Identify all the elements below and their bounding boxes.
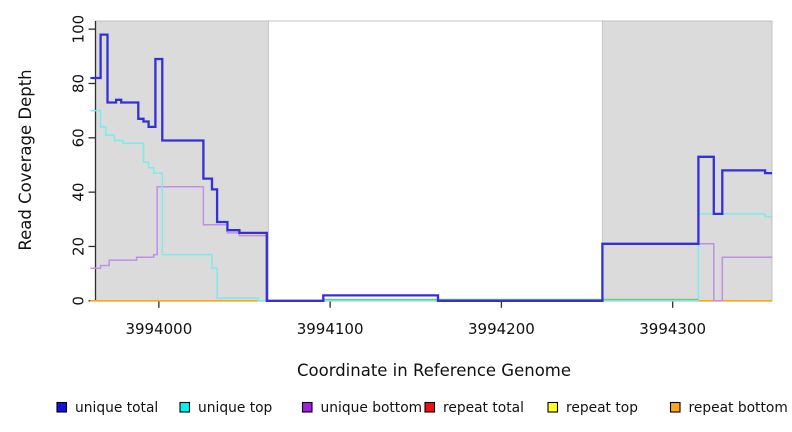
legend-label-repeat-total: repeat total bbox=[443, 400, 524, 416]
legend-item-unique-total: unique total bbox=[56, 400, 158, 416]
y-tick-label: 60 bbox=[70, 128, 88, 147]
x-axis-title: Coordinate in Reference Genome bbox=[297, 361, 571, 380]
x-tick-label: 3994100 bbox=[297, 320, 364, 338]
legend-label-unique-top: unique top bbox=[198, 400, 272, 416]
legend-item-repeat-top: repeat top bbox=[547, 400, 638, 416]
legend-item-unique-top: unique top bbox=[179, 400, 272, 416]
legend-label-repeat-bottom: repeat bottom bbox=[689, 400, 788, 416]
y-tick-label: 80 bbox=[70, 74, 88, 93]
legend-swatch-unique-bottom bbox=[301, 401, 313, 413]
x-tick-label: 3994300 bbox=[639, 320, 706, 338]
legend-label-repeat-top: repeat top bbox=[566, 400, 638, 416]
legend-label-unique-bottom: unique bottom bbox=[321, 400, 423, 416]
legend-swatch-unique-top bbox=[179, 401, 191, 413]
legend-label-unique-total: unique total bbox=[75, 400, 158, 416]
y-axis-title: Read Coverage Depth bbox=[16, 69, 35, 250]
masked-region bbox=[95, 20, 269, 302]
legend-item-repeat-bottom: repeat bottom bbox=[669, 400, 788, 416]
legend-item-repeat-total: repeat total bbox=[424, 400, 524, 416]
legend-swatch-repeat-bottom bbox=[669, 401, 681, 413]
y-tick-label: 40 bbox=[70, 183, 88, 202]
legend-item-unique-bottom: unique bottom bbox=[301, 400, 423, 416]
x-tick-label: 3994000 bbox=[125, 320, 192, 338]
y-tick-label: 100 bbox=[70, 15, 88, 44]
legend-swatch-repeat-total bbox=[424, 401, 436, 413]
x-tick-label: 3994200 bbox=[468, 320, 535, 338]
series-line-unique-total bbox=[90, 33, 772, 302]
masked-region bbox=[601, 20, 773, 302]
legend-swatch-unique-total bbox=[56, 401, 68, 413]
y-tick-label: 20 bbox=[70, 237, 88, 256]
legend-swatch-repeat-top bbox=[547, 401, 559, 413]
y-tick-label: 0 bbox=[70, 296, 88, 306]
